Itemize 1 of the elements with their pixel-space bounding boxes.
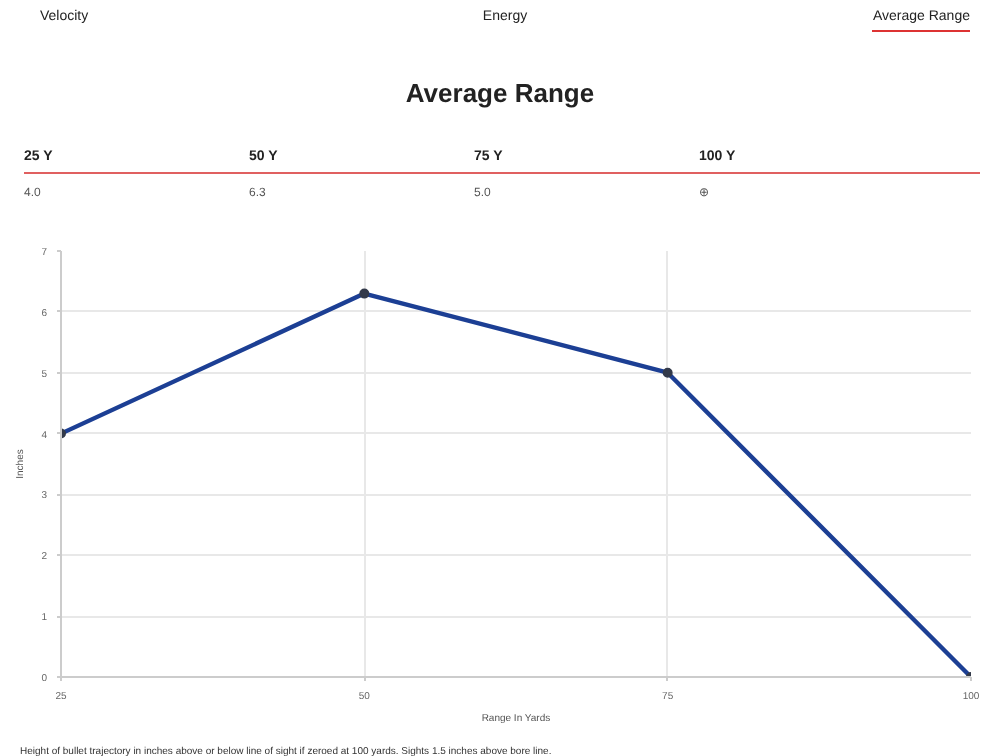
chart-title: Average Range: [403, 76, 597, 112]
